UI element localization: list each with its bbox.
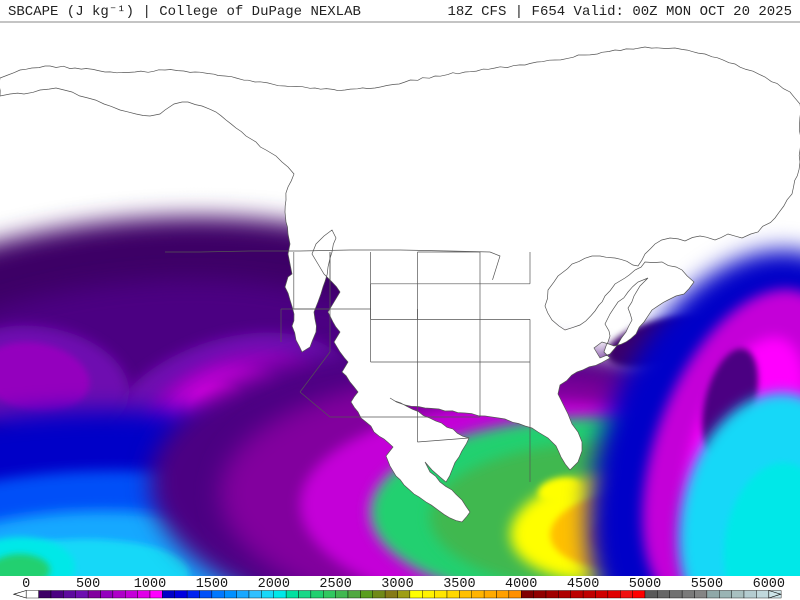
svg-text:500: 500 — [76, 577, 100, 592]
svg-text:SBCAPE (J kg⁻¹) | College of D: SBCAPE (J kg⁻¹) | College of DuPage NEXL… — [8, 4, 361, 20]
svg-text:0: 0 — [22, 577, 30, 592]
svg-text:1000: 1000 — [134, 577, 166, 592]
svg-text:3000: 3000 — [381, 577, 413, 592]
svg-text:4000: 4000 — [505, 577, 537, 592]
svg-text:5500: 5500 — [691, 577, 723, 592]
svg-text:2500: 2500 — [319, 577, 351, 592]
svg-text:5000: 5000 — [629, 577, 661, 592]
svg-text:1500: 1500 — [196, 577, 228, 592]
svg-text:3500: 3500 — [443, 577, 475, 592]
svg-text:2000: 2000 — [258, 577, 290, 592]
svg-text:6000: 6000 — [753, 577, 785, 592]
svg-text:4500: 4500 — [567, 577, 599, 592]
svg-text:18Z CFS | F654 Valid: 00Z MON: 18Z CFS | F654 Valid: 00Z MON OCT 20 202… — [448, 4, 792, 20]
